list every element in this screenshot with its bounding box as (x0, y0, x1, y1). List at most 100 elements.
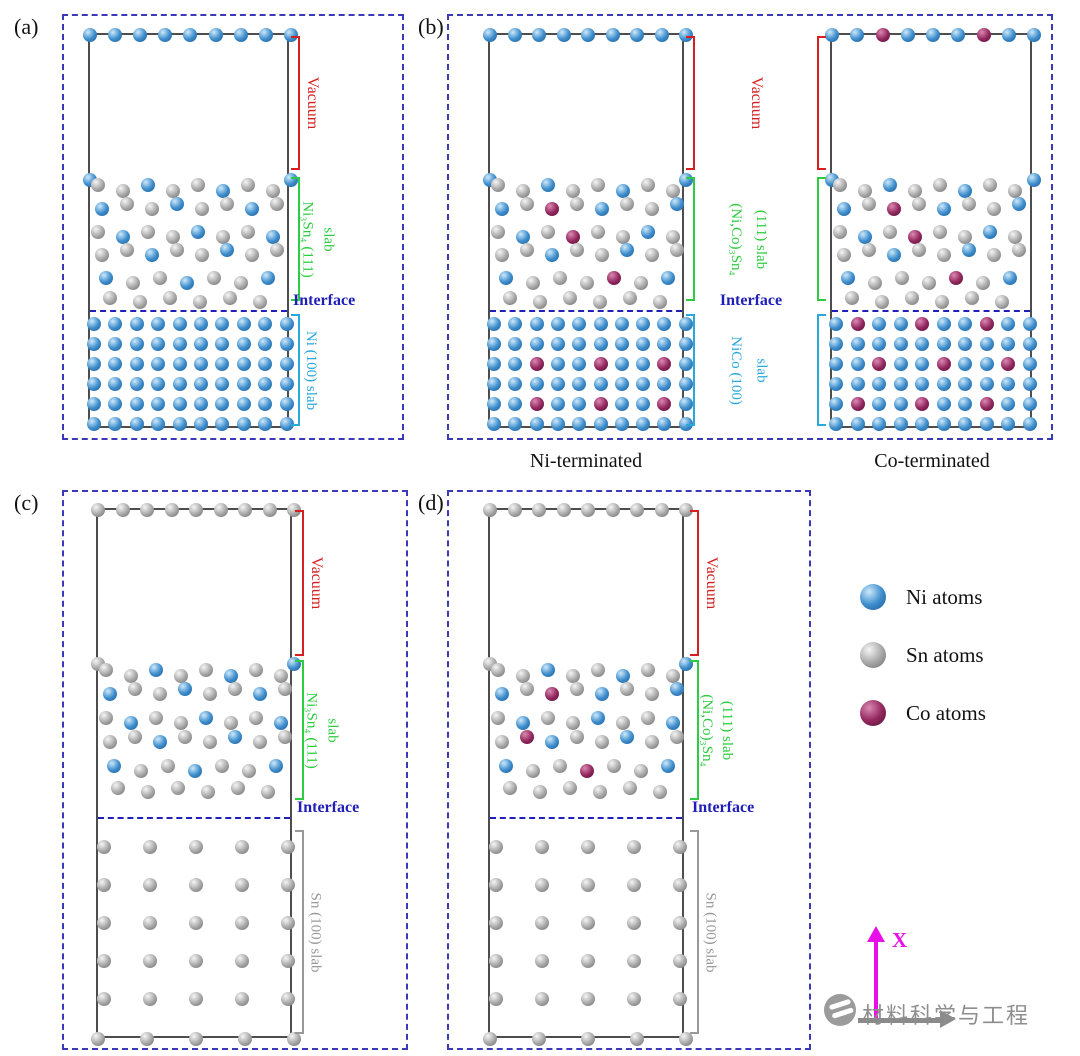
sn-atom (140, 1032, 154, 1046)
sn-atom (520, 243, 534, 257)
sn-atom (645, 735, 659, 749)
sn-atom (166, 184, 180, 198)
ni-atom (1027, 28, 1041, 42)
ni-atom (215, 337, 230, 351)
ni-atom (172, 317, 187, 331)
sn-atom (516, 669, 530, 683)
sn-atom (178, 730, 192, 744)
sn-atom (241, 225, 255, 239)
sn-atom (195, 248, 209, 262)
interface-line (832, 310, 1030, 312)
sn-atom (495, 735, 509, 749)
vacuum-text-b: Vacuum (748, 76, 765, 130)
ni-atom (829, 337, 843, 351)
ni-atom (508, 397, 523, 411)
ni-atom (666, 716, 680, 730)
sn-atom (153, 271, 167, 285)
sn-atom (489, 878, 503, 892)
ni-atom (936, 397, 951, 411)
ni-atom (170, 197, 184, 211)
sn-atom (670, 730, 684, 744)
co-atom-icon (860, 700, 886, 726)
ni-atom (516, 230, 530, 244)
ni-atom (550, 317, 565, 331)
ni-atom (936, 317, 951, 331)
sn-atom (141, 785, 155, 799)
sn-atom (868, 276, 882, 290)
sn-atom (97, 954, 111, 968)
sn-atom (627, 840, 641, 854)
ni-atom (1022, 397, 1037, 411)
ni-atom (283, 28, 298, 42)
ni-atom (529, 417, 544, 431)
ni-atom (258, 337, 273, 351)
ni-terminated-label: Ni-terminated (529, 450, 643, 472)
slab-bracket-a (291, 177, 300, 301)
cell-b-left-box (483, 28, 693, 431)
sn-atom (641, 663, 655, 677)
sn-atom (491, 711, 505, 725)
sn-atom (224, 716, 238, 730)
ni-atom (236, 397, 251, 411)
sn-atom (616, 230, 630, 244)
ni-atom (915, 417, 929, 431)
ni-atom (495, 687, 509, 701)
legend-item-co: Co atoms (860, 700, 986, 726)
ni-atom (87, 317, 101, 331)
co-atom (529, 357, 544, 371)
vacuum-bracket-c (295, 510, 304, 656)
sn-atom (171, 781, 185, 795)
ni-atom (983, 225, 997, 239)
ni-atom (872, 337, 886, 351)
ni-atom (636, 357, 651, 371)
vacuum-text-d: Vacuum (703, 556, 720, 610)
sn-atom (128, 682, 142, 696)
sn-atom (673, 878, 687, 892)
ni-atom (979, 357, 994, 371)
ni-atom (670, 197, 684, 211)
sn-atom (912, 243, 926, 257)
sn-atom (645, 248, 659, 262)
ni-atom (151, 377, 166, 391)
co-atom (545, 202, 559, 216)
ni-atom (850, 337, 865, 351)
cell-b-right-box (825, 28, 1041, 431)
sn-atom (191, 178, 205, 192)
sn-atom-icon (860, 642, 886, 668)
sn-atom (570, 243, 584, 257)
x-axis-label: X (892, 928, 908, 952)
ni-atom (529, 317, 544, 331)
interface-label-a: Interface (293, 292, 356, 309)
ni-atom (228, 730, 242, 744)
sn-atom (679, 1032, 693, 1046)
sn-atom (234, 276, 248, 290)
ni-atom (541, 663, 555, 677)
ni-atom (215, 357, 230, 371)
ni-atom (958, 317, 972, 331)
ni-atom (151, 417, 166, 431)
sn-atom (616, 716, 630, 730)
sn-atom (266, 184, 280, 198)
bottom-slab-text2-b: slab (753, 357, 770, 383)
interface-label-c: Interface (297, 799, 360, 816)
ni-atom (188, 764, 202, 778)
ni-atom (258, 397, 273, 411)
sn-atom (935, 295, 949, 309)
ni-atom (593, 377, 608, 391)
interface-line (98, 817, 290, 819)
sn-atom (581, 840, 595, 854)
ni-atom (678, 337, 693, 351)
sn-atom (541, 711, 555, 725)
ni-atom (208, 28, 223, 42)
sn-atom (533, 785, 547, 799)
legend-item-ni: Ni atoms (860, 584, 986, 610)
sn-atom (134, 764, 148, 778)
ni-atom (258, 417, 273, 431)
sn-atom (213, 503, 228, 517)
ni-atom (253, 687, 267, 701)
sn-atom (908, 184, 922, 198)
ni-atom (1022, 357, 1037, 371)
slab-text1-b: (Ni,Co)₃Sn₄ (727, 202, 744, 276)
ni-atom (508, 337, 523, 351)
